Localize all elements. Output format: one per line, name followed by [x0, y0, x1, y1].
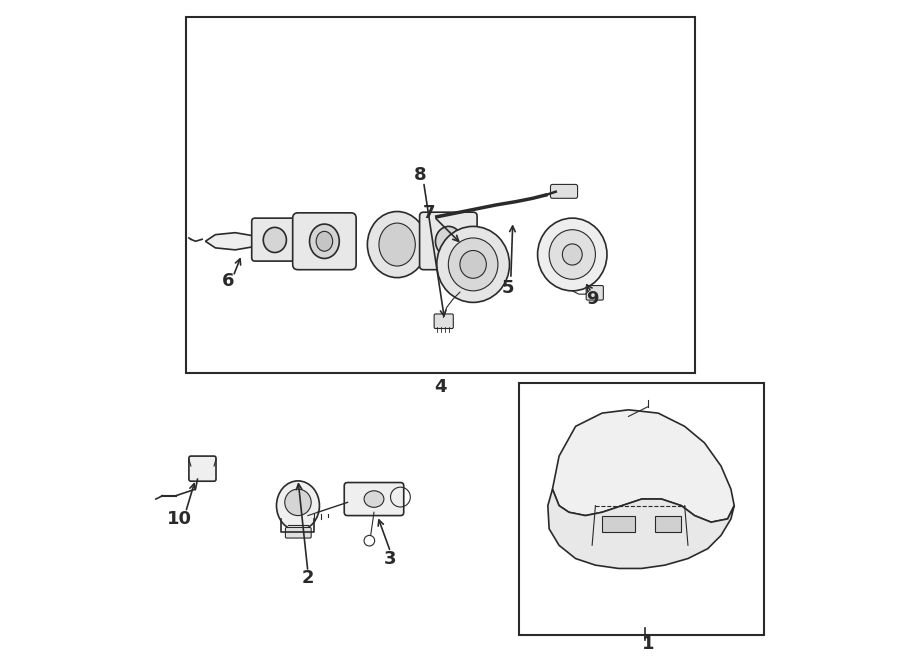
Ellipse shape — [460, 251, 486, 278]
Ellipse shape — [264, 227, 286, 253]
Polygon shape — [205, 233, 262, 250]
FancyBboxPatch shape — [189, 456, 216, 481]
Ellipse shape — [448, 238, 498, 291]
Text: 4: 4 — [434, 377, 446, 396]
Text: 10: 10 — [166, 510, 192, 528]
Ellipse shape — [310, 224, 339, 258]
Bar — [519, 383, 764, 635]
Bar — [602, 516, 635, 532]
Text: 9: 9 — [586, 290, 598, 308]
FancyBboxPatch shape — [344, 483, 404, 516]
Ellipse shape — [436, 226, 462, 256]
Ellipse shape — [367, 212, 427, 278]
Ellipse shape — [562, 244, 582, 265]
FancyBboxPatch shape — [419, 212, 477, 270]
FancyBboxPatch shape — [285, 527, 311, 538]
Bar — [655, 516, 681, 532]
Ellipse shape — [537, 218, 607, 291]
FancyBboxPatch shape — [586, 286, 603, 300]
Circle shape — [284, 489, 311, 516]
FancyBboxPatch shape — [551, 184, 578, 198]
Ellipse shape — [436, 226, 509, 303]
Text: 6: 6 — [222, 272, 235, 290]
Polygon shape — [548, 489, 734, 568]
FancyBboxPatch shape — [292, 213, 356, 270]
Ellipse shape — [316, 231, 333, 251]
FancyBboxPatch shape — [434, 314, 454, 329]
Text: 1: 1 — [642, 635, 654, 654]
Ellipse shape — [276, 481, 320, 530]
Ellipse shape — [364, 490, 384, 508]
Polygon shape — [553, 410, 734, 522]
Text: 5: 5 — [502, 278, 515, 297]
Ellipse shape — [379, 223, 415, 266]
Text: 8: 8 — [414, 166, 427, 184]
Text: 2: 2 — [302, 569, 314, 588]
Ellipse shape — [549, 229, 596, 279]
Text: 3: 3 — [384, 549, 397, 568]
Text: 7: 7 — [423, 204, 435, 222]
FancyBboxPatch shape — [252, 218, 302, 261]
Bar — [185, 17, 695, 373]
